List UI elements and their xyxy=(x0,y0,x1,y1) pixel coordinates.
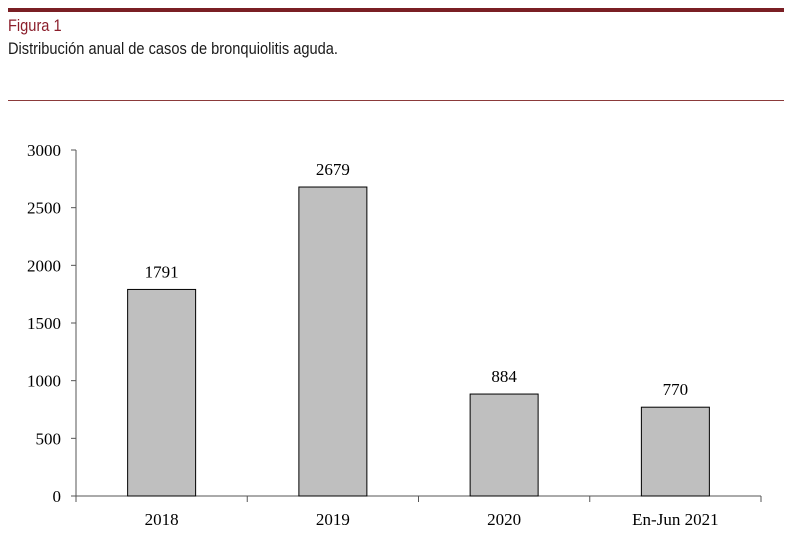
y-tick-label: 1500 xyxy=(27,314,61,333)
data-label: 884 xyxy=(491,367,517,386)
x-tick-label: 2018 xyxy=(145,510,179,529)
bar-2018 xyxy=(127,288,197,497)
bar-2019 xyxy=(298,186,368,497)
figure-title: Distribución anual de casos de bronquiol… xyxy=(8,39,338,58)
chart-bars xyxy=(127,186,710,497)
title-divider xyxy=(8,100,784,101)
y-tick-label: 3000 xyxy=(27,141,61,160)
x-tick-label: 2019 xyxy=(316,510,350,529)
top-accent-bar xyxy=(8,8,784,12)
y-tick-label: 0 xyxy=(53,487,62,506)
y-tick-label: 2000 xyxy=(27,256,61,275)
bar-en-jun-2021 xyxy=(640,406,710,497)
data-label: 770 xyxy=(663,380,689,399)
y-tick-label: 1000 xyxy=(27,372,61,391)
y-tick-label: 2500 xyxy=(27,199,61,218)
bar-2020 xyxy=(469,393,539,497)
x-tick-label: 2020 xyxy=(487,510,521,529)
data-label: 2679 xyxy=(316,160,350,179)
chart-labels: 1791 2018 2679 2019 884 2020 770 En-Jun 2021 xyxy=(145,160,719,529)
figure-label: Figura 1 xyxy=(8,16,62,35)
x-tick-label: En-Jun 2021 xyxy=(632,510,718,529)
y-tick-label: 500 xyxy=(36,429,62,448)
data-label: 1791 xyxy=(145,262,179,281)
